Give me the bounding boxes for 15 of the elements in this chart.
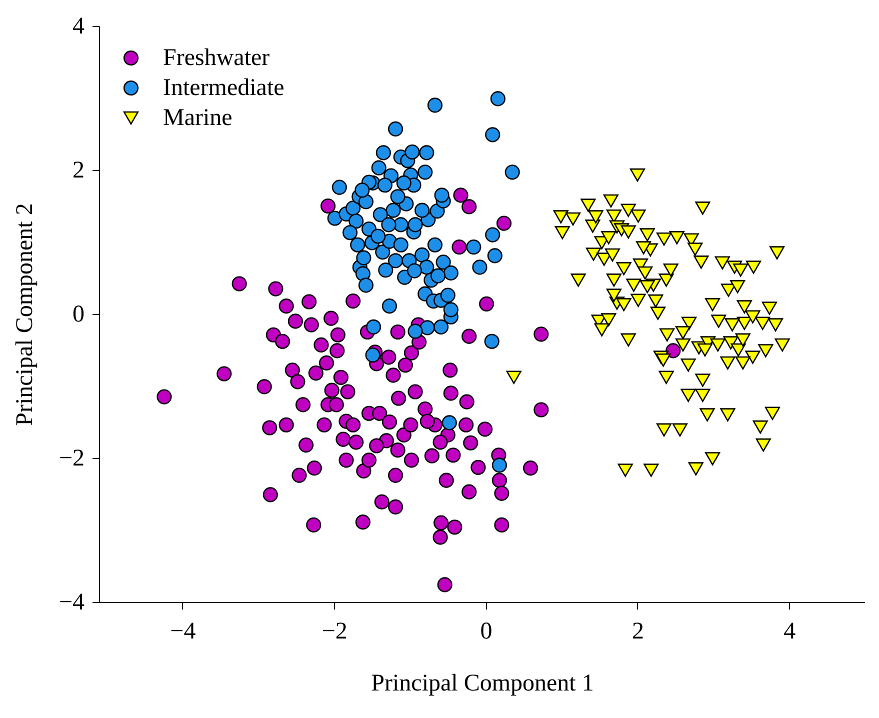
x-tick-label: 0 xyxy=(480,618,492,644)
x-axis-title: Principal Component 1 xyxy=(371,670,594,696)
x-tick-label: 2 xyxy=(632,618,644,644)
x-tick-label: −2 xyxy=(322,618,348,644)
legend-label: Marine xyxy=(163,105,232,131)
x-tick-label: −4 xyxy=(170,618,196,644)
y-tick-label: 4 xyxy=(72,14,84,40)
y-axis-title: Principal Component 2 xyxy=(12,203,38,426)
y-tick-label: 2 xyxy=(72,158,84,184)
y-tick-label: 0 xyxy=(72,302,84,328)
y-tick-label: −2 xyxy=(58,446,84,472)
legend-label: Intermediate xyxy=(163,75,284,101)
x-tick-label: 4 xyxy=(784,618,796,644)
legend-label: Freshwater xyxy=(163,45,270,71)
y-tick-label: −4 xyxy=(58,590,84,616)
